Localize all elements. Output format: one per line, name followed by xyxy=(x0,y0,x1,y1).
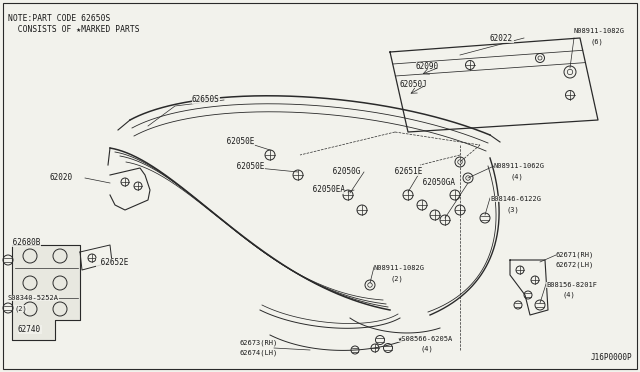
Text: 62050E: 62050E xyxy=(232,162,264,171)
Text: S08340-5252A: S08340-5252A xyxy=(8,295,59,301)
Text: 62022: 62022 xyxy=(490,34,513,43)
Text: 62740: 62740 xyxy=(18,325,41,334)
Text: N08911-1062G: N08911-1062G xyxy=(494,163,545,169)
Text: N08911-1082G: N08911-1082G xyxy=(374,265,425,271)
Text: (4): (4) xyxy=(562,292,575,298)
Text: 62090: 62090 xyxy=(416,62,439,71)
Text: 62050E: 62050E xyxy=(222,137,254,146)
Text: 62651E: 62651E xyxy=(390,167,422,176)
Text: 62050G: 62050G xyxy=(328,167,360,176)
Text: 62674(LH): 62674(LH) xyxy=(240,350,278,356)
Polygon shape xyxy=(12,245,80,340)
Text: (4): (4) xyxy=(420,346,433,353)
Text: 62672(LH): 62672(LH) xyxy=(556,262,595,269)
Text: (2): (2) xyxy=(390,275,403,282)
Text: 62671(RH): 62671(RH) xyxy=(556,252,595,259)
Text: (4): (4) xyxy=(510,173,523,180)
Text: (3): (3) xyxy=(506,206,519,212)
Text: B08146-6122G: B08146-6122G xyxy=(490,196,541,202)
Text: 62652E: 62652E xyxy=(96,258,129,267)
Text: J16P0000P: J16P0000P xyxy=(590,353,632,362)
Text: 62050GA: 62050GA xyxy=(418,178,455,187)
Text: 62050EA: 62050EA xyxy=(308,185,345,194)
Text: 62050J: 62050J xyxy=(400,80,428,89)
Text: CONSISTS OF ★MARKED PARTS: CONSISTS OF ★MARKED PARTS xyxy=(8,25,140,34)
Text: 62673(RH): 62673(RH) xyxy=(240,340,278,346)
Text: 62680B: 62680B xyxy=(8,238,40,247)
Text: (2): (2) xyxy=(14,305,27,311)
Text: (6): (6) xyxy=(590,38,603,45)
Text: B08156-8201F: B08156-8201F xyxy=(546,282,597,288)
Text: 62020: 62020 xyxy=(50,173,73,182)
Text: 62650S: 62650S xyxy=(192,95,220,104)
Text: N08911-1082G: N08911-1082G xyxy=(574,28,625,34)
Text: NOTE:PART CODE 62650S: NOTE:PART CODE 62650S xyxy=(8,14,110,23)
Text: ★S08566-6205A: ★S08566-6205A xyxy=(398,336,453,342)
